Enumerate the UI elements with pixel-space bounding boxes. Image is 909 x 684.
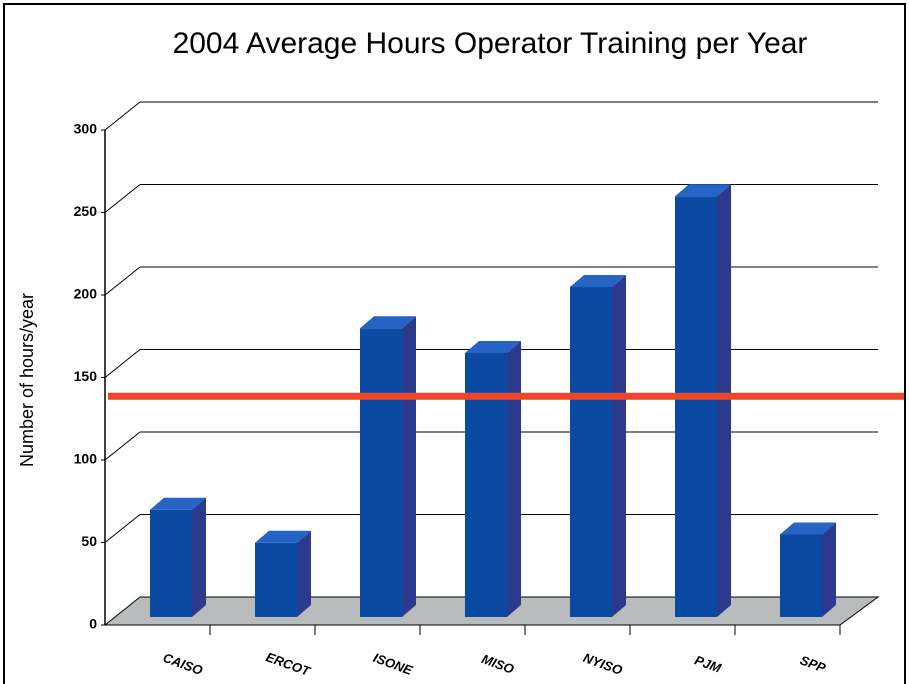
x-tick-label: NYISO <box>581 650 624 678</box>
bar-top <box>570 275 626 287</box>
bar-side <box>507 341 521 617</box>
bar-front <box>150 509 192 617</box>
bar <box>675 184 731 617</box>
bar-front <box>780 534 822 617</box>
bar-side <box>717 184 731 617</box>
grid-line <box>104 349 141 378</box>
y-tick-label: 300 <box>74 121 98 137</box>
bar-top <box>150 497 206 510</box>
bar-top <box>465 341 521 353</box>
bar-top <box>780 522 836 535</box>
bar-front <box>675 196 717 617</box>
bar-top <box>360 316 416 329</box>
y-tick-label: 100 <box>74 451 98 467</box>
grid-line <box>104 184 141 213</box>
x-tick-label: ISONE <box>371 650 414 678</box>
frame <box>3 3 906 684</box>
bar <box>570 275 626 617</box>
chart-title: 2004 Average Hours Operator Training per… <box>173 27 808 60</box>
bar-front <box>360 328 402 617</box>
grid-line <box>104 266 141 296</box>
bar-side <box>402 316 416 617</box>
grid-line <box>104 514 141 543</box>
bar-side <box>612 275 626 617</box>
x-tick-label: SPP <box>798 653 828 676</box>
y-tick-label: 250 <box>74 203 98 219</box>
x-tick-label: CAISO <box>161 650 205 678</box>
bar <box>780 522 836 617</box>
grid-line <box>104 431 141 461</box>
y-tick-label: 50 <box>81 533 97 549</box>
y-tick-label: 0 <box>89 616 97 632</box>
x-tick-label: MISO <box>480 651 516 676</box>
bar <box>465 341 521 617</box>
bar-side <box>297 530 311 617</box>
bar-top <box>255 530 311 543</box>
y-axis-label: Number of hours/year <box>17 293 37 467</box>
bar <box>150 497 206 617</box>
bar-front <box>255 542 297 617</box>
y-tick-label: 200 <box>74 286 98 302</box>
x-tick-label: PJM <box>693 652 724 676</box>
grid-line <box>104 101 141 131</box>
bar-side <box>822 522 836 617</box>
bar-side <box>192 497 206 617</box>
y-tick-label: 150 <box>74 368 98 384</box>
bar-front <box>465 353 507 617</box>
x-tick-label: ERCOT <box>264 649 313 679</box>
bar <box>255 530 311 617</box>
bar-top <box>675 184 731 197</box>
bar-front <box>570 287 612 617</box>
bar <box>360 316 416 617</box>
